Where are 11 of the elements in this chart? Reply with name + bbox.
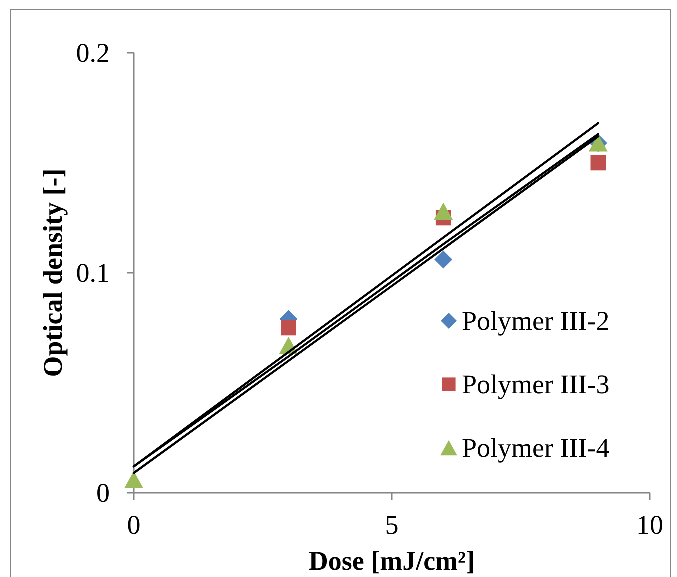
x-tick-label: 5 — [385, 510, 399, 540]
x-tick-label: 10 — [636, 510, 664, 540]
x-axis-title: Dose [mJ/cm²] — [308, 546, 476, 576]
legend-label: Polymer III-2 — [462, 306, 610, 336]
legend-label: Polymer III-3 — [462, 370, 610, 400]
legend-label: Polymer III-4 — [462, 433, 610, 463]
x-tick-label: 0 — [127, 510, 141, 540]
y-axis-title: Optical density [-] — [38, 168, 68, 378]
y-tick-label: 0.2 — [76, 38, 110, 68]
y-tick-label: 0 — [96, 478, 110, 508]
y-tick-label: 0.1 — [76, 258, 110, 288]
